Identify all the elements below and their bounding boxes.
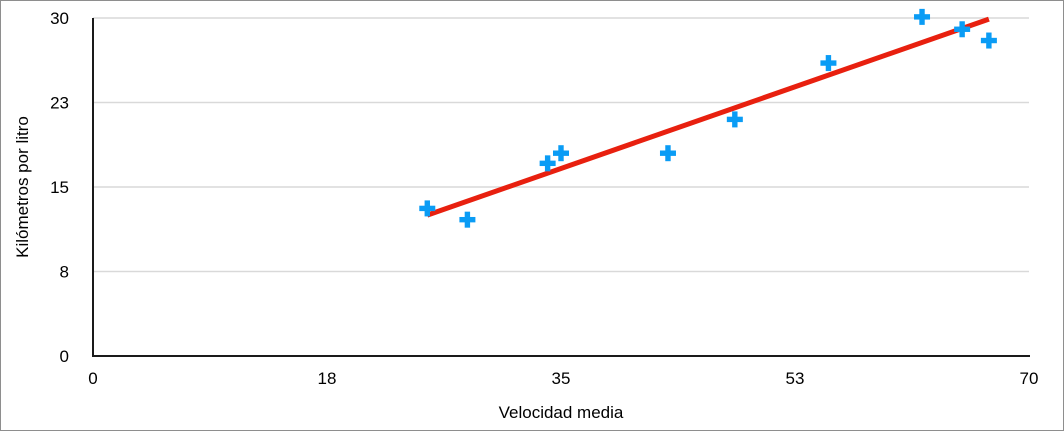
y-axis-title: Kilómetros por litro bbox=[13, 116, 32, 258]
y-tick-label: 15 bbox=[50, 178, 69, 197]
x-tick-label: 70 bbox=[1020, 369, 1039, 388]
data-points bbox=[419, 8, 997, 228]
trendline bbox=[426, 16, 990, 218]
gridlines bbox=[93, 17, 1029, 273]
plus-marker-icon bbox=[539, 155, 556, 172]
plus-marker-icon bbox=[419, 200, 436, 217]
x-tick-label: 0 bbox=[88, 369, 97, 388]
y-tick-label: 0 bbox=[60, 347, 69, 366]
x-tick-labels: 0 18 35 53 70 bbox=[88, 369, 1038, 388]
y-tick-label: 30 bbox=[50, 9, 69, 28]
plus-marker-icon bbox=[726, 111, 743, 128]
y-tick-label: 8 bbox=[60, 263, 69, 282]
y-tick-label: 23 bbox=[50, 94, 69, 113]
plus-marker-icon bbox=[820, 55, 837, 72]
axes bbox=[92, 18, 1030, 357]
plus-marker-icon bbox=[954, 21, 971, 38]
plus-marker-icon bbox=[459, 211, 476, 228]
y-tick-labels: 0 8 15 23 30 bbox=[50, 9, 69, 366]
plus-marker-icon bbox=[914, 8, 931, 25]
x-axis-title: Velocidad media bbox=[499, 403, 624, 422]
plus-marker-icon bbox=[980, 32, 997, 49]
x-tick-label: 18 bbox=[318, 369, 337, 388]
x-tick-label: 53 bbox=[786, 369, 805, 388]
plus-marker-icon bbox=[659, 145, 676, 162]
plus-marker-icon bbox=[553, 145, 569, 162]
trendline-line bbox=[426, 16, 990, 218]
x-tick-label: 35 bbox=[552, 369, 571, 388]
